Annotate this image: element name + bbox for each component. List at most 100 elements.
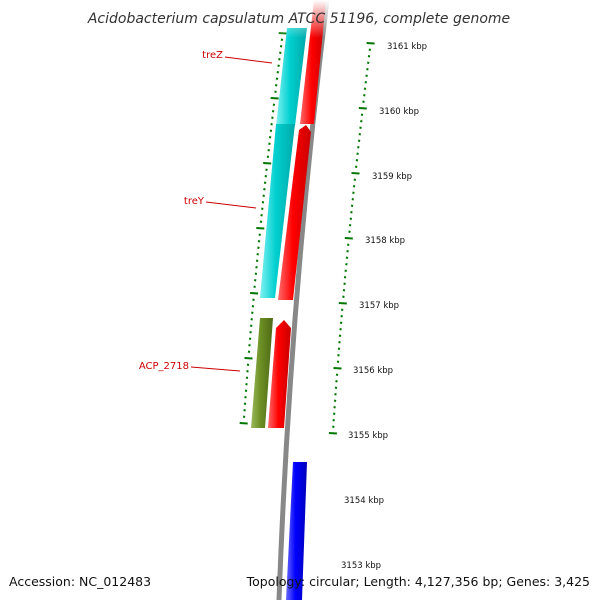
outer-tick [342,295,345,298]
outer-tick [334,386,338,389]
outer-tick [363,87,367,90]
inner-tick [270,123,273,126]
inner-tick [254,272,258,275]
outer-tick [360,120,363,123]
inner-tick [278,58,281,61]
inner-tick [274,84,278,87]
inner-tick [255,266,258,269]
inner-tick [269,129,273,132]
kbp-label: 3156 kbp [353,366,393,376]
outer-tick [333,367,342,370]
inner-tick [276,71,280,74]
outer-tick [337,354,340,357]
outer-tick [352,191,355,194]
outer-tick [344,237,353,240]
inner-tick [244,357,253,360]
inner-tick [253,285,256,288]
inner-tick [249,324,253,327]
inner-tick [251,305,255,308]
outer-tick [336,360,340,363]
inner-tick [263,188,266,191]
outer-tick [366,68,369,71]
outer-tick [367,55,371,58]
inner-tick [245,383,248,386]
inner-tick [246,370,249,373]
outer-tick-ring [328,42,375,435]
inner-tick [244,396,247,399]
gene-trez[interactable] [276,28,307,126]
inner-tick [267,149,270,152]
gene-acp-2718[interactable] [251,318,273,428]
outer-tick [345,256,349,259]
outer-tick [353,178,357,181]
outer-tick [346,250,349,253]
outer-tick [350,211,353,214]
inner-tick [258,233,261,236]
outer-tick [368,48,372,51]
inner-tick [272,103,276,106]
inner-tick [246,363,250,366]
outer-tick [351,198,355,201]
feature-blue [286,462,307,600]
outer-tick [346,243,350,246]
outer-tick [360,113,364,116]
inner-tick [271,110,275,113]
inner-tick [253,279,257,282]
inner-tick [279,51,282,54]
outer-tick [354,165,358,168]
outer-tick [352,185,356,188]
gene-label-acp-2718[interactable]: ACP_2718 [139,361,189,372]
inner-tick [277,64,280,67]
outer-tick [338,302,347,305]
gene-label-trey[interactable]: treY [184,196,205,207]
kbp-label: 3157 kbp [359,301,399,311]
inner-tick [270,97,279,100]
cds-forward-lower [268,320,291,428]
outer-tick [328,432,337,435]
topology-text: Topology: circular; Length: 4,127,356 bp… [246,574,590,589]
outer-tick [338,341,341,344]
outer-tick [345,263,348,266]
inner-tick [247,350,251,353]
inner-tick [262,194,265,197]
outer-tick [358,133,362,136]
inner-tick [259,220,263,223]
inner-tick [244,389,248,392]
inner-tick [271,116,274,119]
inner-tick [268,142,271,145]
inner-tick [251,311,254,314]
inner-tick [257,240,261,243]
inner-tick-ring [239,32,287,425]
inner-tick [252,298,255,301]
outer-tick [334,393,337,396]
kbp-label: 3155 kbp [348,431,388,441]
outer-tick [356,152,359,155]
outer-tick [333,399,337,402]
inner-tick [268,136,272,139]
outer-tick [350,204,354,207]
outer-tick [332,425,335,428]
outer-tick [359,126,362,129]
gene-trey[interactable] [260,124,295,298]
leader-trez [224,56,273,64]
cds-forward-middle [278,125,311,300]
outer-tick [343,276,347,279]
outer-tick [340,315,343,318]
inner-tick [266,155,270,158]
outer-tick [349,217,353,220]
inner-tick [248,337,252,340]
kbp-label: 3153 kbp [341,561,381,571]
outer-tick [355,159,359,162]
outer-tick [332,419,335,422]
inner-tick [263,181,267,184]
outer-tick [337,347,341,350]
inner-tick [261,201,265,204]
kbp-label: 3160 kbp [379,107,419,117]
outer-tick [351,172,360,175]
accession-text: Accession: NC_012483 [9,574,151,589]
gene-label-trez[interactable]: treZ [202,50,223,61]
inner-tick [245,376,249,379]
kbp-label: 3159 kbp [372,172,412,182]
inner-tick [280,38,284,41]
